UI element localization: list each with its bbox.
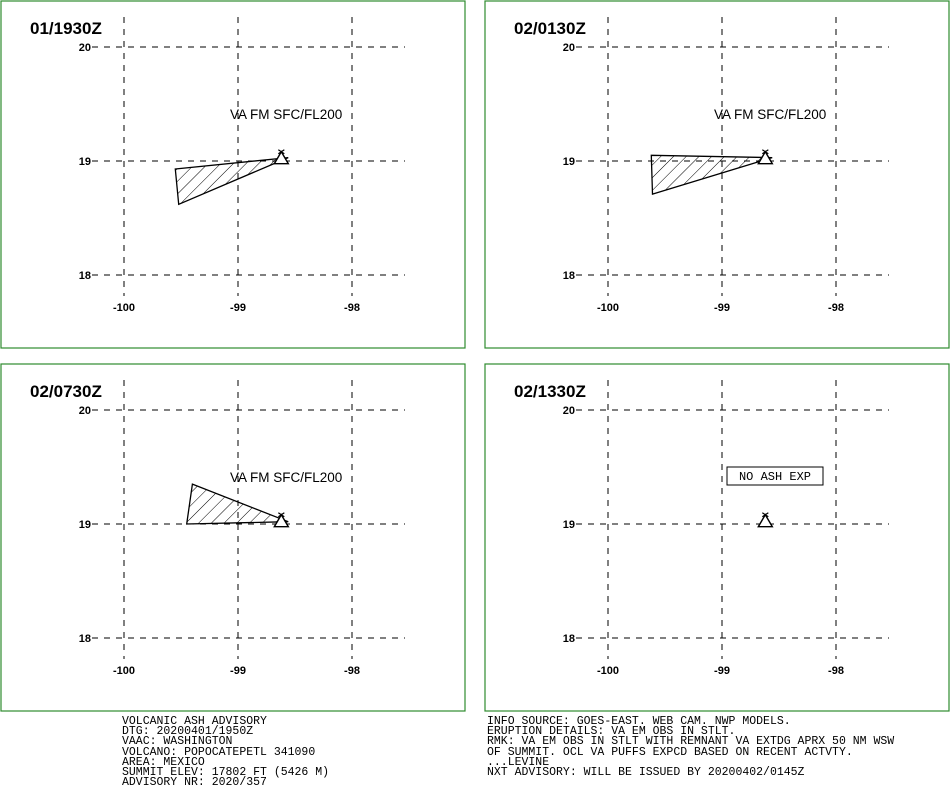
latitude-label: 20 [79,405,91,417]
advisory-line: NXT ADVISORY: WILL BE ISSUED BY 20200402… [487,766,805,780]
latitude-label: 19 [563,519,575,531]
ash-layer-label: VA FM SFC/FL200 [230,470,342,485]
latitude-label: 20 [79,42,91,54]
forecast-time: 02/0130Z [514,19,586,38]
ash-layer-label: VA FM SFC/FL200 [230,107,342,122]
forecast-panel: 20 19 18 -100 -99 -98 02/1330Z NO ASH EXP [484,363,950,712]
latitude-label: 20 [563,405,575,417]
ash-layer-label: VA FM SFC/FL200 [714,107,826,122]
advisory-info-left: VOLCANIC ASH ADVISORY DTG: 20200401/1950Z… [122,715,330,790]
longitude-label: -98 [344,302,360,314]
advisory-line: ...LEVINE [487,755,550,769]
ash-cloud-polygon [174,156,289,206]
latitude-label: 18 [79,270,91,282]
ash-cloud-polygon [650,154,773,195]
forecast-panel: 20 19 18 -100 -99 -98 02/0130Z VA FM SFC/FL200 [484,0,950,349]
longitude-label: -100 [113,665,135,677]
forecast-panel: 20 19 18 -100 -99 -98 01/1930Z VA FM SFC/FL200 [0,0,466,349]
latitude-label: 18 [563,633,575,645]
advisory-line: DTG: 20200401/1950Z [122,725,254,739]
volcano-icon [757,512,774,528]
latitude-label: 18 [79,633,91,645]
advisory-line: OF SUMMIT. OCL VA PUFFS EXPCD BASED ON R… [487,745,853,759]
note-text: NO ASH EXP [739,470,811,484]
volcano-icon [273,512,290,528]
longitude-label: -98 [828,665,844,677]
latitude-label: 20 [563,42,575,54]
longitude-label: -99 [714,302,730,314]
advisory-line: VOLCANIC ASH ADVISORY [122,715,267,728]
no-ash-note: NO ASH EXP [726,466,824,486]
longitude-label: -100 [597,302,619,314]
longitude-label: -98 [344,665,360,677]
longitude-label: -100 [113,302,135,314]
advisory-info-right: INFO SOURCE: GOES-EAST. WEB CAM. NWP MOD… [487,715,895,780]
advisory-line: ADVISORY NR: 2020/357 [122,776,267,790]
forecast-panel: 20 19 18 -100 -99 -98 02/0730Z VA FM SFC/FL200 [0,363,466,712]
advisory-line: RMK: VA EM OBS IN STLT WITH REMNANT VA E… [487,735,895,749]
advisory-line: AREA: MEXICO [122,755,205,769]
volcano-icon [757,149,774,165]
advisory-line: INFO SOURCE: GOES-EAST. WEB CAM. NWP MOD… [487,715,791,728]
panel-frame [0,363,466,712]
advisory-line: SUMMIT ELEV: 17802 FT (5426 M) [122,766,330,780]
advisory-line: VOLCANO: POPOCATEPETL 341090 [122,745,316,759]
panel-frame [484,363,950,712]
advisory-line: ERUPTION DETAILS: VA EM OBS IN STLT. [487,725,736,739]
latitude-label: 19 [563,156,575,168]
note-box [726,466,824,486]
latitude-label: 19 [79,156,91,168]
volcano-icon [273,149,290,165]
longitude-label: -98 [828,302,844,314]
forecast-time: 02/0730Z [30,382,102,401]
forecast-time: 01/1930Z [30,19,102,38]
latitude-label: 18 [563,270,575,282]
longitude-label: -99 [230,665,246,677]
advisory-line: VAAC: WASHINGTON [122,735,233,749]
longitude-label: -99 [230,302,246,314]
forecast-time: 02/1330Z [514,382,586,401]
ash-cloud-polygon [185,483,289,525]
longitude-label: -100 [597,665,619,677]
longitude-label: -99 [714,665,730,677]
latitude-label: 19 [79,519,91,531]
